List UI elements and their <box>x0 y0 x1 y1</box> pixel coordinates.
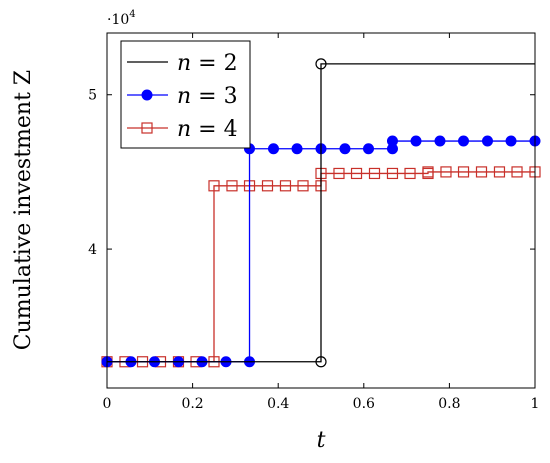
legend-entry-3: n = 3 <box>127 84 238 109</box>
data-point <box>261 180 274 192</box>
data-point <box>475 166 488 178</box>
legend-swatch-marker <box>141 89 153 101</box>
data-point <box>422 166 434 178</box>
data-point <box>315 356 327 368</box>
data-point <box>363 143 375 155</box>
data-point <box>297 180 309 192</box>
data-point <box>386 135 398 147</box>
data-point <box>458 135 470 147</box>
y-scale-factor: ·104 <box>107 9 136 28</box>
plot-frame <box>106 32 536 389</box>
data-point <box>267 143 279 155</box>
plot-area <box>101 58 541 368</box>
data-point <box>434 135 446 147</box>
x-tick-label: 0.2 <box>181 396 203 412</box>
legend-label: n = 3 <box>177 84 238 109</box>
data-point <box>410 135 422 147</box>
y-tick-label: 5 <box>88 88 97 104</box>
data-point <box>333 167 345 180</box>
axes <box>106 32 536 389</box>
x-axis-label: t <box>317 428 326 453</box>
data-point <box>457 166 470 178</box>
x-tick-label: 0.6 <box>353 396 375 412</box>
data-point <box>505 135 517 147</box>
legend: n = 2 n = 3 n = 4 <box>120 40 251 149</box>
data-point <box>493 166 506 178</box>
y-axis-label: Cumulative investment Z <box>11 70 36 350</box>
series-2 <box>107 58 535 368</box>
data-point <box>279 180 292 192</box>
legend-entry-4: n = 4 <box>127 117 238 142</box>
y-tick-label: 4 <box>88 242 97 258</box>
legend-swatch-marker <box>141 122 153 134</box>
x-tick-label: 0 <box>103 396 112 412</box>
legend-entry-2: n = 2 <box>127 51 238 76</box>
data-point <box>291 143 303 155</box>
ticks: 0 0.2 0.4 0.6 0.8 1 4 5 <box>88 33 539 412</box>
data-point <box>440 166 452 178</box>
data-point <box>208 180 220 192</box>
x-tick-label: 1 <box>531 396 540 412</box>
legend-label: n = 4 <box>177 117 238 142</box>
x-tick-label: 0.4 <box>267 396 289 412</box>
data-point <box>368 167 381 180</box>
x-tick-label: 0.8 <box>438 396 460 412</box>
data-point <box>339 143 351 155</box>
legend-label: n = 2 <box>177 51 238 76</box>
data-point <box>404 167 416 180</box>
data-point <box>386 167 399 180</box>
data-point <box>226 180 238 192</box>
data-point <box>350 167 363 180</box>
series-line <box>107 63 535 363</box>
data-point <box>315 58 327 70</box>
data-point <box>511 166 523 178</box>
data-point <box>481 135 493 147</box>
